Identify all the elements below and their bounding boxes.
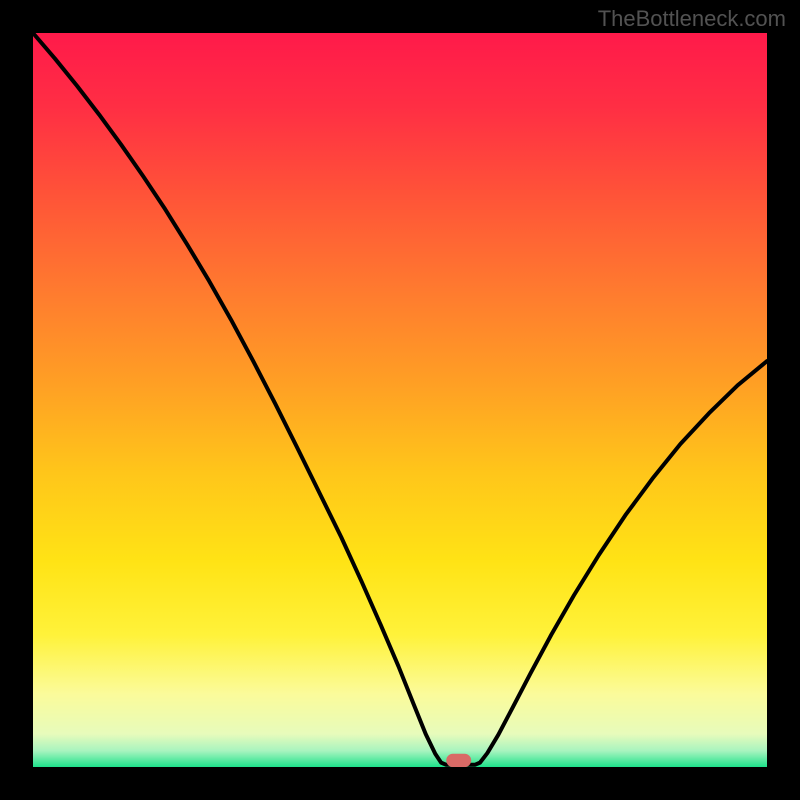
bottleneck-chart: TheBottleneck.com [0,0,800,800]
chart-svg [0,0,800,800]
plot-background [33,33,767,767]
attribution-text: TheBottleneck.com [598,6,786,32]
optimal-marker [446,754,471,767]
